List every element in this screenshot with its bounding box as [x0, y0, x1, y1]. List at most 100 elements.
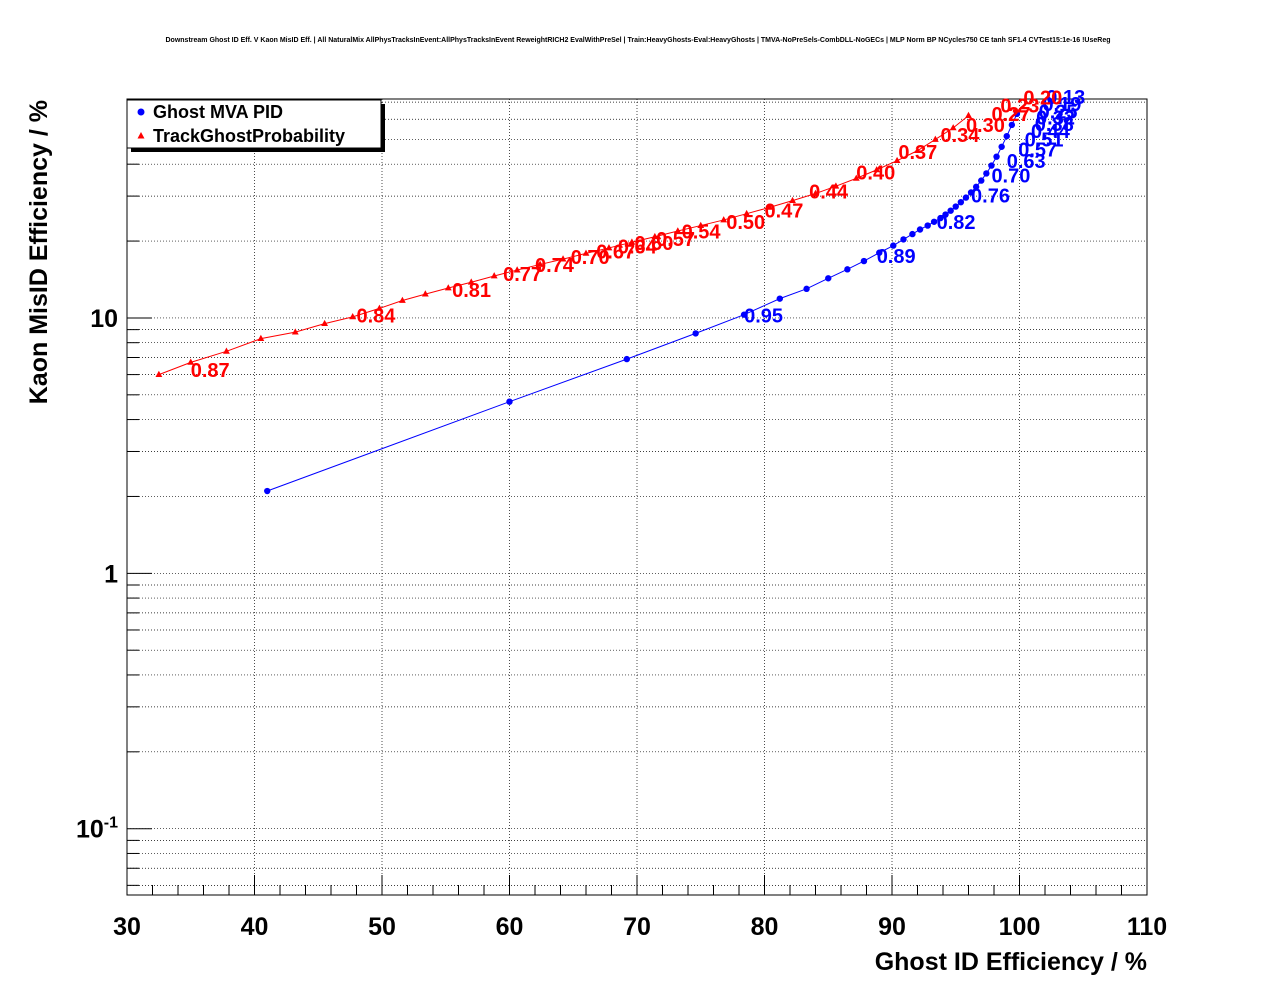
data-label: 0.34 — [940, 125, 980, 147]
y-tick-label: 1 — [104, 560, 118, 588]
data-label: 0.44 — [809, 182, 849, 204]
legend-marker — [137, 132, 145, 139]
data-point — [930, 218, 938, 225]
data-point — [1003, 132, 1010, 140]
data-point — [605, 244, 613, 251]
data-point — [720, 216, 728, 223]
data-label: 0.60 — [634, 233, 673, 255]
data-label: 0.57 — [656, 229, 695, 251]
data-point — [623, 355, 630, 363]
data-point — [789, 196, 796, 204]
data-point — [349, 313, 357, 320]
x-tick-label: 110 — [1127, 913, 1167, 941]
data-point — [876, 249, 883, 256]
data-point — [776, 295, 783, 302]
data-point — [825, 275, 832, 282]
series-line — [158, 115, 969, 376]
data-label: 0.74 — [535, 255, 575, 277]
data-point — [444, 284, 452, 291]
data-point — [916, 226, 924, 233]
x-tick-label: 50 — [368, 913, 396, 941]
series-2: 0.870.840.810.770.740.700.670.640.600.57… — [155, 88, 1062, 382]
data-point — [506, 398, 513, 405]
data-point — [988, 162, 995, 169]
data-point — [812, 189, 819, 196]
data-point — [582, 249, 590, 256]
data-label: 0.51 — [1025, 129, 1064, 151]
data-point — [967, 189, 975, 196]
data-label: 0.20 — [1023, 88, 1062, 110]
y-tick-label: 10 — [90, 305, 118, 333]
data-label: 0.57 — [1018, 140, 1057, 162]
data-point — [952, 203, 959, 210]
data-label: 0.81 — [452, 280, 491, 302]
data-point — [832, 182, 840, 189]
legend-label: TrackGhostProbability — [153, 126, 345, 146]
data-label: 0.47 — [765, 200, 804, 222]
x-tick-label: 30 — [113, 913, 141, 941]
y-axis-label: Kaon MisID Efficiency / % — [25, 100, 53, 404]
data-point — [399, 296, 406, 303]
data-label: 0.64 — [618, 237, 658, 259]
data-point — [766, 203, 773, 210]
x-tick-label: 80 — [751, 913, 779, 941]
legend-marker — [137, 108, 145, 116]
x-tick-label: 60 — [496, 913, 524, 941]
data-point — [376, 304, 383, 311]
data-point — [155, 370, 163, 377]
data-label: 0.76 — [971, 185, 1010, 207]
data-point — [873, 166, 881, 173]
data-point — [740, 311, 748, 318]
data-point — [942, 211, 949, 218]
data-point — [983, 170, 990, 177]
data-point — [697, 221, 705, 228]
legend: Ghost MVA PID TrackGhostProbability — [126, 99, 385, 152]
data-point — [962, 194, 970, 201]
data-label: 0.77 — [503, 264, 542, 286]
y-axis: 10 1 10-1 — [76, 101, 152, 886]
data-point — [998, 143, 1005, 150]
data-label: 0.37 — [898, 142, 937, 164]
series-layer: 0.950.890.820.760.700.630.570.510.440.38… — [155, 87, 1085, 495]
data-point — [743, 209, 751, 217]
data-point — [628, 238, 636, 245]
data-label: 0.30 — [966, 115, 1005, 137]
x-axis-label: Ghost ID Efficiency / % — [875, 948, 1147, 976]
data-point — [860, 257, 868, 265]
chart-title: Downstream Ghost ID Eff. V Kaon MisID Ef… — [166, 37, 1111, 44]
data-label: 0.19 — [1042, 94, 1081, 116]
data-label: 0.63 — [1007, 151, 1046, 173]
series-1: 0.950.890.820.760.700.630.570.510.440.38… — [264, 87, 1085, 495]
data-label: 0.87 — [191, 360, 230, 382]
data-point — [852, 174, 860, 181]
data-point — [692, 330, 699, 337]
data-point — [890, 242, 897, 249]
data-point — [223, 347, 230, 354]
plot-frame — [126, 98, 1148, 896]
data-point — [467, 278, 475, 285]
series-line — [267, 113, 1018, 492]
data-label: 0.89 — [877, 246, 916, 268]
data-point — [978, 177, 985, 184]
data-label: 0.54 — [682, 221, 722, 243]
data-label: 0.27 — [991, 104, 1030, 126]
data-label: 0.32 — [1036, 107, 1075, 129]
data-point — [321, 319, 329, 327]
data-label: 0.50 — [726, 212, 765, 234]
legend-box — [126, 99, 382, 149]
data-point — [893, 156, 901, 164]
data-point — [264, 487, 271, 495]
data-point — [536, 260, 544, 267]
data-point — [674, 227, 682, 234]
data-point — [1013, 110, 1021, 118]
data-point — [947, 207, 954, 214]
data-label: 0.70 — [571, 247, 610, 269]
y-tick-label: 10-1 — [76, 815, 118, 844]
x-tick-label: 40 — [241, 913, 269, 941]
x-tick-label: 70 — [623, 913, 651, 941]
data-point — [914, 146, 921, 154]
data-label: 0.23 — [1000, 96, 1039, 118]
x-tick-label: 100 — [999, 913, 1041, 941]
data-point — [957, 198, 965, 206]
